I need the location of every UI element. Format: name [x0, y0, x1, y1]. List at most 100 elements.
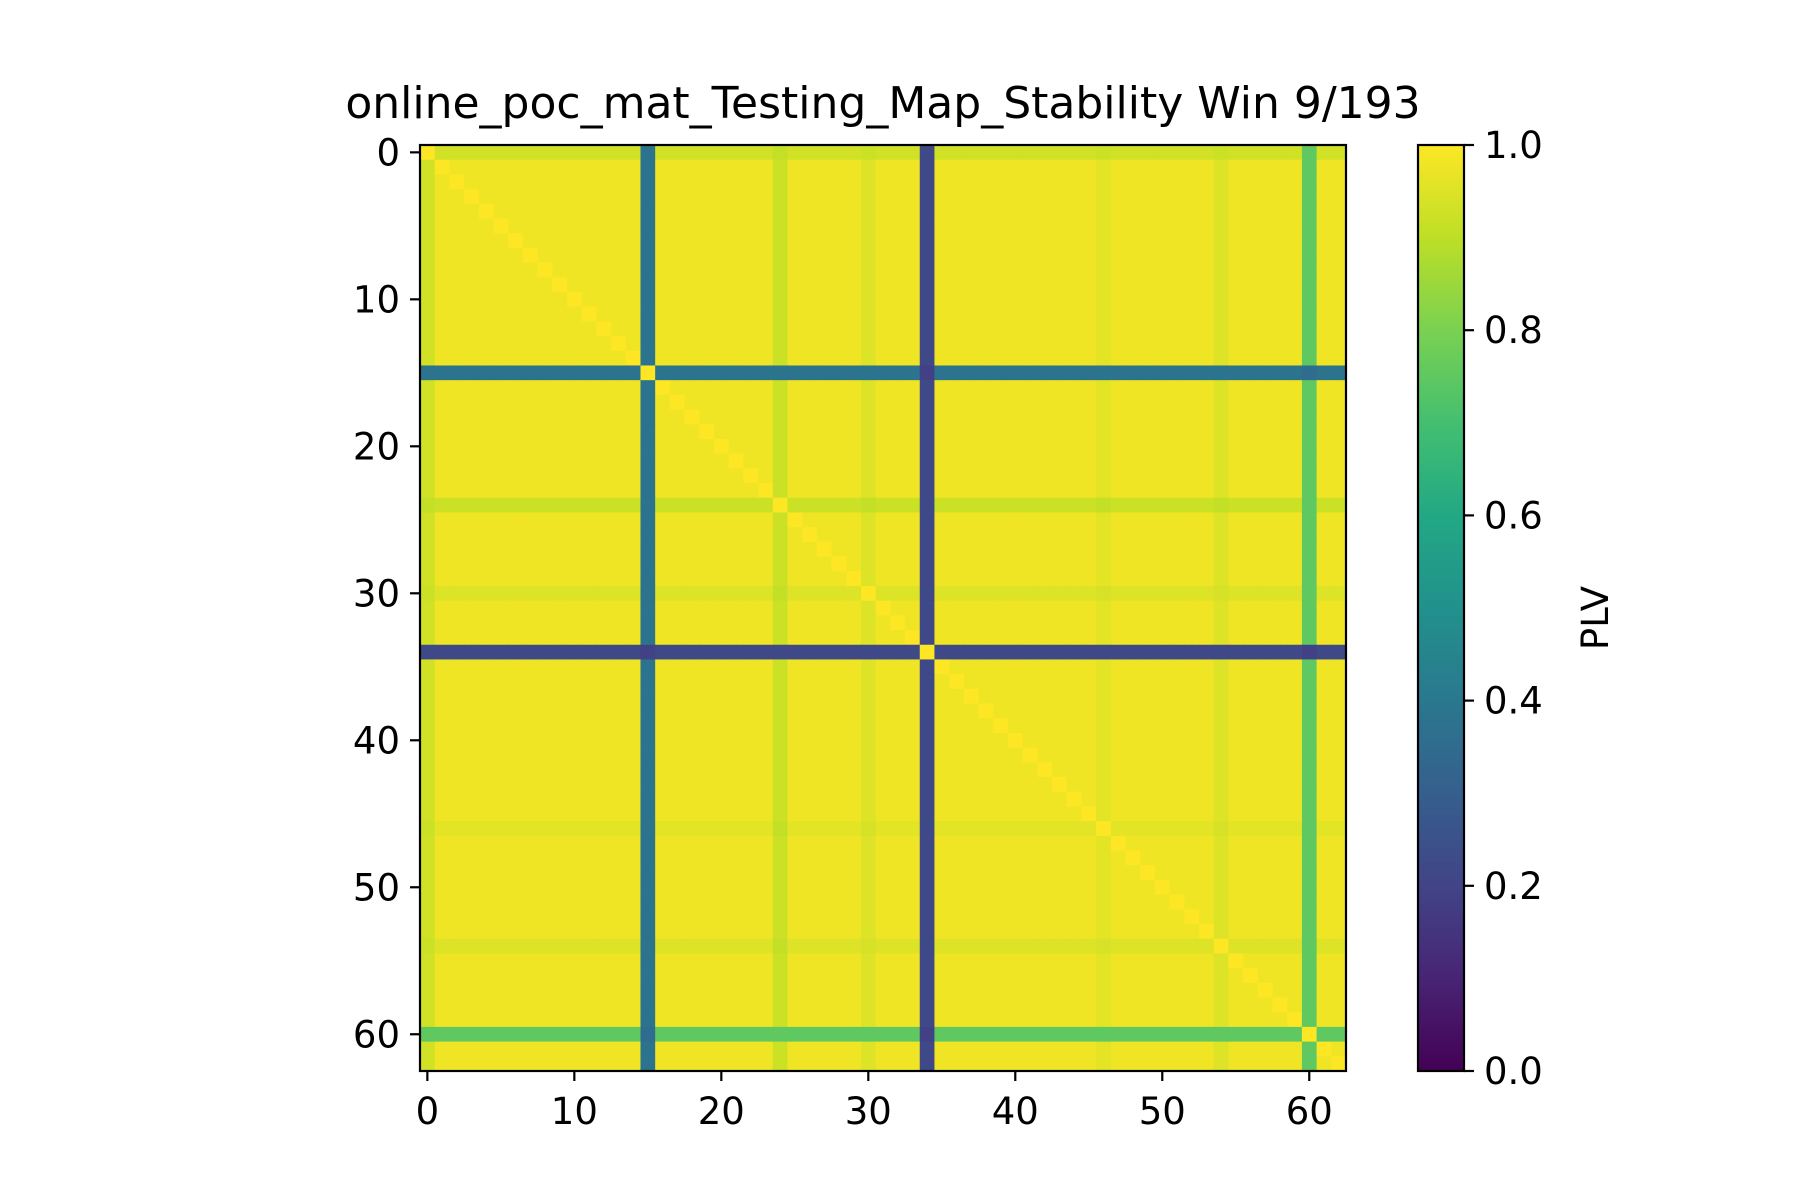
- heatmap-cell: [1228, 659, 1244, 675]
- heatmap-cell: [1257, 556, 1274, 572]
- heatmap-cell: [1022, 791, 1038, 808]
- heatmap-cell: [758, 659, 774, 675]
- heatmap-cell: [758, 424, 774, 440]
- heatmap-cell: [1096, 615, 1112, 631]
- heatmap-cell: [1007, 541, 1024, 558]
- heatmap-cell: [699, 438, 715, 455]
- heatmap-cell: [699, 791, 715, 808]
- heatmap-cell: [611, 145, 627, 161]
- heatmap-cell: [1316, 630, 1332, 646]
- heatmap-cell: [1199, 247, 1215, 264]
- heatmap-cell: [596, 527, 612, 543]
- heatmap-cell: [713, 806, 730, 822]
- heatmap-cell: [802, 233, 818, 249]
- heatmap-cell: [1066, 703, 1083, 719]
- heatmap-cell: [625, 600, 642, 616]
- heatmap-cell: [978, 409, 994, 425]
- heatmap-cell: [566, 145, 583, 161]
- heatmap-cell: [743, 835, 759, 852]
- heatmap-cell: [875, 865, 891, 881]
- heatmap-cell: [1037, 438, 1053, 455]
- heatmap-cell: [537, 380, 553, 396]
- heatmap-cell: [934, 777, 950, 793]
- heatmap-cell: [420, 527, 436, 543]
- heatmap-cell: [728, 438, 744, 455]
- heatmap-cell: [1007, 189, 1024, 205]
- heatmap-cell: [1125, 938, 1141, 955]
- heatmap-cell: [949, 997, 965, 1013]
- heatmap-cell: [949, 1041, 965, 1057]
- heatmap-cell: [1301, 1041, 1318, 1057]
- heatmap-cell: [640, 350, 656, 367]
- heatmap-cell: [1110, 262, 1127, 278]
- heatmap-cell: [625, 438, 642, 455]
- heatmap-cell: [537, 365, 553, 381]
- heatmap-cell: [699, 659, 715, 675]
- heatmap-cell: [1228, 336, 1244, 352]
- heatmap-cell: [1066, 262, 1083, 278]
- heatmap-cell: [1007, 1056, 1024, 1072]
- heatmap-cell: [1140, 806, 1156, 822]
- heatmap-cell: [478, 879, 495, 896]
- heatmap-cell: [1287, 968, 1303, 984]
- heatmap-cell: [1110, 585, 1127, 602]
- heatmap-cell: [1140, 953, 1156, 969]
- heatmap-cell: [1213, 438, 1230, 455]
- heatmap-cell: [508, 865, 524, 881]
- heatmap-cell: [464, 718, 480, 734]
- heatmap-cell: [1213, 453, 1230, 469]
- heatmap-cell: [728, 821, 744, 837]
- heatmap-cell: [669, 732, 686, 749]
- heatmap-cell: [522, 630, 539, 646]
- heatmap-cell: [846, 703, 862, 719]
- heatmap-cell: [1257, 380, 1274, 396]
- heatmap-cell: [875, 277, 891, 293]
- heatmap-cell: [522, 909, 539, 925]
- heatmap-cell: [522, 850, 539, 866]
- heatmap-cell: [669, 1041, 686, 1057]
- heatmap-cell: [640, 821, 656, 837]
- heatmap-cell: [919, 291, 936, 308]
- heatmap-cell: [1154, 732, 1171, 749]
- heatmap-cell: [758, 732, 774, 749]
- heatmap-cell: [566, 438, 583, 455]
- heatmap-cell: [860, 879, 877, 896]
- heatmap-cell: [1096, 159, 1112, 175]
- heatmap-cell: [596, 747, 612, 763]
- heatmap-cell: [1287, 394, 1303, 411]
- heatmap-cell: [522, 159, 539, 175]
- heatmap-cell: [1052, 953, 1068, 969]
- heatmap-cell: [522, 938, 539, 955]
- heatmap-cell: [713, 321, 730, 337]
- heatmap-cell: [537, 688, 553, 705]
- heatmap-cell: [1184, 718, 1200, 734]
- heatmap-cell: [919, 468, 936, 484]
- heatmap-cell: [831, 953, 847, 969]
- heatmap-cell: [728, 394, 744, 411]
- heatmap-cell: [787, 174, 803, 190]
- heatmap-cell: [566, 732, 583, 749]
- heatmap-cell: [1331, 850, 1347, 866]
- heatmap-cell: [1140, 306, 1156, 322]
- heatmap-cell: [1316, 262, 1332, 278]
- heatmap-cell: [949, 850, 965, 866]
- heatmap-cell: [1287, 424, 1303, 440]
- heatmap-cell: [1316, 1041, 1332, 1057]
- heatmap-cell: [713, 291, 730, 308]
- heatmap-cell: [566, 968, 583, 984]
- heatmap-cell: [978, 703, 994, 719]
- heatmap-cell: [596, 306, 612, 322]
- heatmap-cell: [522, 394, 539, 411]
- heatmap-cell: [493, 541, 509, 558]
- heatmap-cell: [684, 1056, 700, 1072]
- heatmap-cell: [1081, 865, 1097, 881]
- heatmap-cell: [596, 571, 612, 587]
- heatmap-cell: [522, 585, 539, 602]
- heatmap-cell: [772, 909, 789, 925]
- heatmap-cell: [1331, 806, 1347, 822]
- heatmap-cell: [713, 938, 730, 955]
- heatmap-cell: [537, 394, 553, 411]
- heatmap-cell: [1199, 409, 1215, 425]
- heatmap-cell: [919, 909, 936, 925]
- heatmap-cell: [993, 968, 1009, 984]
